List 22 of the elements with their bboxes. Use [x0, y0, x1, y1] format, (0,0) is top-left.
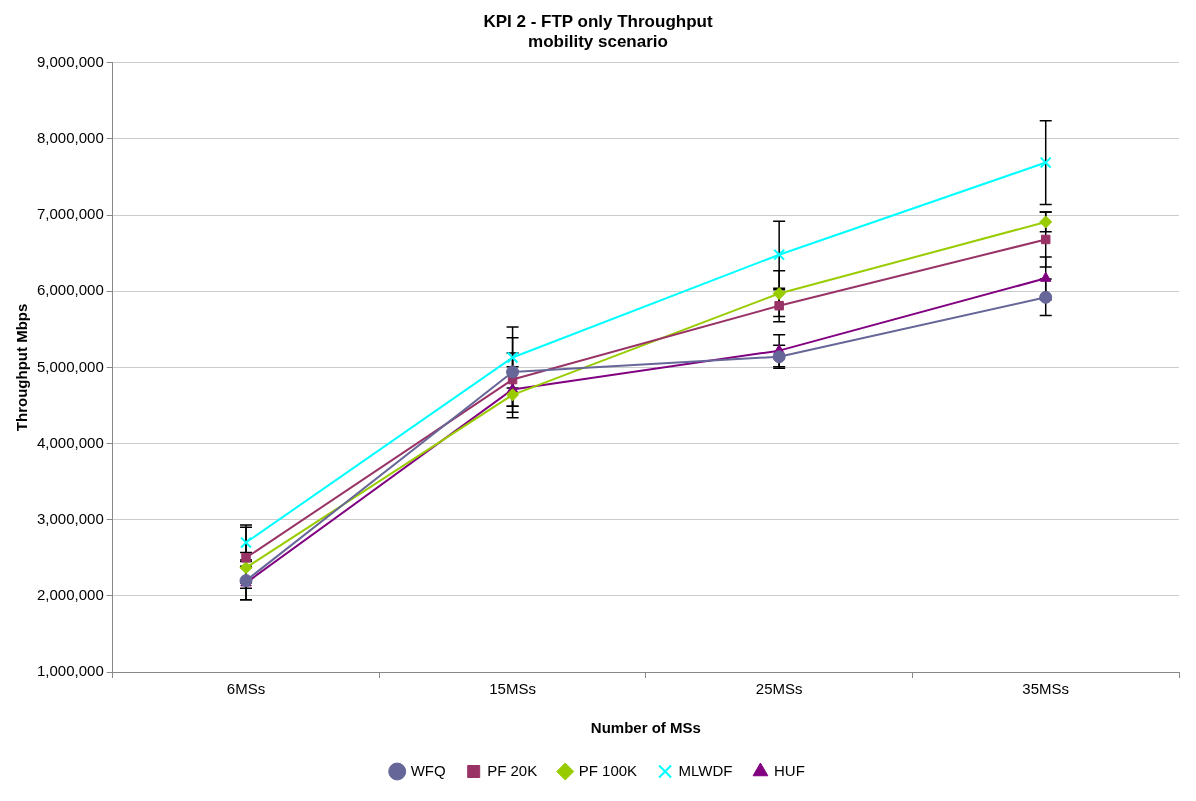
- x-tick-label: 15MSs: [489, 680, 536, 698]
- legend-label: PF 100K: [578, 761, 638, 779]
- legend-label: MLWDF: [678, 761, 733, 779]
- y-axis-title: Throughput Mbps: [13, 303, 31, 432]
- text: KPI 2 - FTP only Throughput: [483, 11, 713, 31]
- y-tick-label: 1,000,000: [37, 662, 104, 680]
- y-tick-label: 9,000,000: [37, 52, 104, 70]
- x-axis-title: Number of MSs: [590, 719, 701, 737]
- text: mobility scenario: [528, 32, 668, 52]
- legend-label: HUF: [773, 761, 805, 779]
- x-tick-label: 6MSs: [226, 680, 266, 698]
- y-tick-label: 5,000,000: [37, 357, 104, 375]
- y-tick-label: 6,000,000: [37, 281, 104, 299]
- y-tick-label: 2,000,000: [37, 585, 104, 603]
- x-tick-label: 25MSs: [755, 680, 803, 698]
- y-tick-label: 4,000,000: [37, 433, 104, 451]
- legend-label: WFQ: [410, 761, 446, 779]
- y-tick-label: 3,000,000: [37, 509, 104, 527]
- x-tick-label: 35MSs: [1022, 680, 1070, 698]
- y-tick-label: 7,000,000: [37, 205, 104, 223]
- y-tick-label: 8,000,000: [37, 129, 104, 147]
- legend-label: PF 20K: [487, 761, 538, 779]
